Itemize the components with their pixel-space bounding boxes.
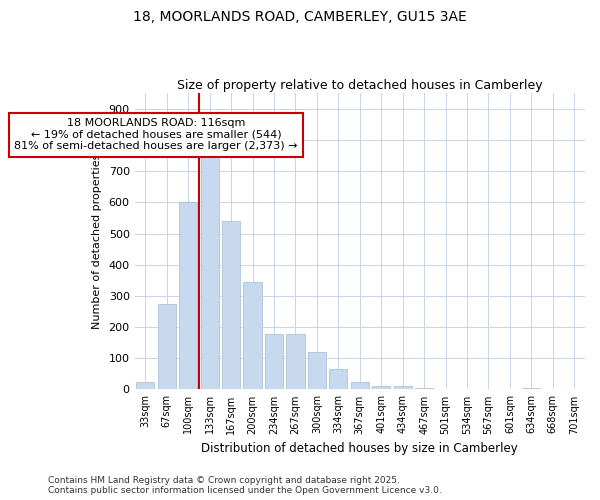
Bar (158, 304, 176, 390)
Y-axis label: Number of detached properties: Number of detached properties (92, 154, 101, 329)
Text: Contains HM Land Registry data © Crown copyright and database right 2025.
Contai: Contains HM Land Registry data © Crown c… (48, 476, 442, 495)
Bar (329, 369, 347, 390)
Bar (350, 382, 369, 390)
Bar (265, 334, 283, 390)
Bar (522, 388, 541, 390)
Bar (415, 388, 433, 390)
Text: 18 MOORLANDS ROAD: 116sqm
← 19% of detached houses are smaller (544)
81% of semi: 18 MOORLANDS ROAD: 116sqm ← 19% of detac… (14, 118, 298, 152)
Title: Size of property relative to detached houses in Camberley: Size of property relative to detached ho… (177, 79, 542, 92)
Bar (244, 282, 262, 390)
Bar (200, 156, 219, 390)
Bar (372, 386, 391, 390)
Bar (286, 334, 305, 390)
Bar (222, 221, 240, 390)
Bar (308, 352, 326, 390)
Text: 18, MOORLANDS ROAD, CAMBERLEY, GU15 3AE: 18, MOORLANDS ROAD, CAMBERLEY, GU15 3AE (133, 10, 467, 24)
Bar (136, 382, 154, 390)
Bar (394, 386, 412, 390)
X-axis label: Distribution of detached houses by size in Camberley: Distribution of detached houses by size … (202, 442, 518, 455)
Bar (179, 202, 197, 390)
